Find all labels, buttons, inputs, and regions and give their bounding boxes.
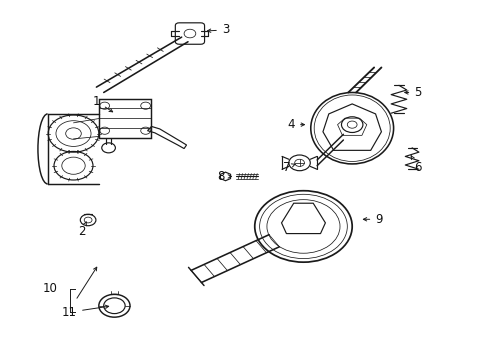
Text: 1: 1 — [93, 95, 113, 112]
Text: 9: 9 — [364, 213, 383, 226]
Text: 6: 6 — [411, 156, 422, 174]
Text: 5: 5 — [405, 86, 422, 99]
Text: 7: 7 — [283, 161, 295, 174]
Text: 2: 2 — [78, 222, 86, 238]
Text: 11: 11 — [62, 305, 109, 319]
Text: 10: 10 — [43, 283, 57, 296]
Text: 8: 8 — [217, 170, 231, 183]
Text: 3: 3 — [207, 23, 229, 36]
Text: 4: 4 — [288, 118, 304, 131]
